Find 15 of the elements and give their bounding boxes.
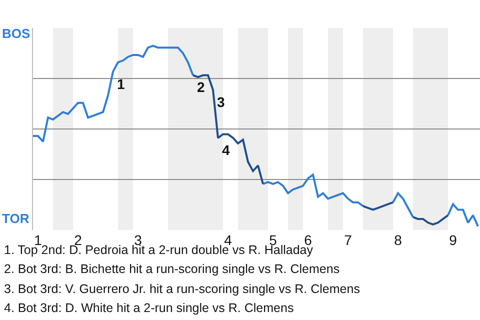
x-tick-label: 1 — [34, 232, 42, 248]
x-tick-label: 9 — [449, 232, 458, 248]
x-tick-label: 4 — [224, 232, 232, 248]
annotation: 1 — [117, 76, 125, 92]
x-tick-label: 6 — [304, 232, 312, 248]
text: TOR — [2, 211, 30, 226]
x-tick-label: 8 — [394, 232, 402, 248]
text: 3. Bot 3rd: V. Guerrero Jr. hit a run-scoring single vs R. Clemens — [4, 282, 360, 296]
text: BOS — [2, 26, 30, 41]
x-tick-label: 7 — [344, 232, 352, 248]
annotation: 4 — [222, 142, 230, 158]
annotation: 2 — [197, 79, 205, 95]
text: 4. Bot 3rd: D. White hit a 2-run single vs R. Clemens — [4, 301, 294, 315]
annotation: 3 — [217, 94, 225, 110]
text: 2. Bot 3rd: B. Bichette hit a run-scoring single vs R. Clemens — [4, 262, 340, 276]
